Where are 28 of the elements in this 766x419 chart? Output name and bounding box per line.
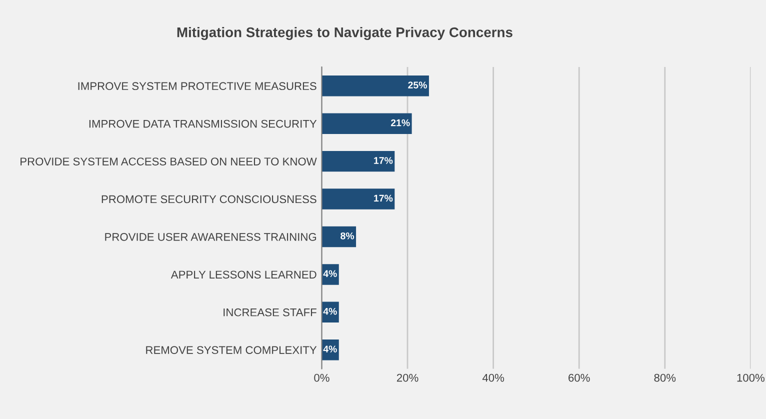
bar — [322, 76, 429, 96]
y-tick-label: REMOVE SYSTEM COMPLEXITY — [146, 346, 317, 354]
data-label: 17% — [374, 157, 393, 164]
y-tick-label: PROMOTE SECURITY CONSCIOUSNESS — [102, 195, 316, 204]
data-label: 21% — [390, 119, 410, 126]
bar — [322, 226, 356, 248]
data-label: 4% — [323, 308, 337, 315]
y-tick-label: IMPROVE DATA TRANSMISSION SECURITY — [89, 120, 317, 128]
data-label: 25% — [408, 82, 427, 89]
x-tick-label: 80% — [654, 374, 676, 382]
data-label: 4% — [323, 346, 337, 352]
x-tick-label: 100% — [737, 374, 764, 382]
data-label: 17% — [374, 194, 393, 202]
y-tick-label: PROVIDE SYSTEM ACCESS BASED ON NEED TO KNOW — [20, 158, 317, 166]
y-tick-label: APPLY LESSONS LEARNED — [170, 270, 316, 279]
chart-title: Mitigation Strategies to Navigate Privacy Concerns — [177, 27, 512, 40]
bar — [322, 188, 395, 210]
data-label: 8% — [340, 232, 354, 240]
x-tick-label: 60% — [568, 374, 590, 382]
bar — [322, 150, 395, 172]
y-tick-label: IMPROVE SYSTEM PROTECTIVE MEASURES — [78, 82, 316, 90]
y-tick-label: PROVIDE USER AWARENESS TRAINING — [105, 233, 316, 241]
y-tick-label: INCREASE STAFF — [224, 308, 316, 316]
x-tick-label: 20% — [396, 374, 418, 382]
x-tick-label: 40% — [482, 374, 504, 382]
bar — [322, 113, 412, 134]
data-label: 4% — [323, 270, 337, 278]
x-tick-label: 0% — [314, 374, 330, 382]
